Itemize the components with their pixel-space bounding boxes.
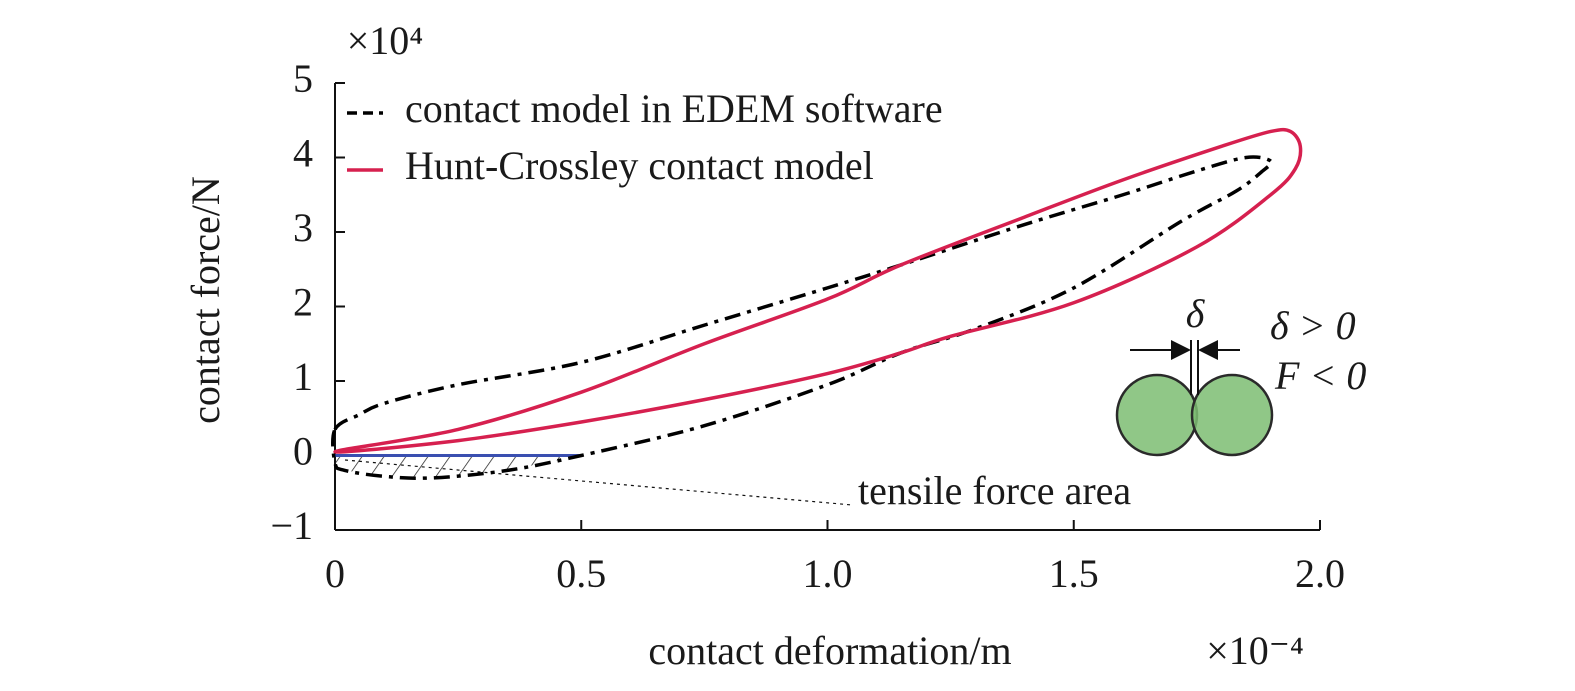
annotation: tensile force area <box>858 468 1131 513</box>
y-tick-label: 0 <box>293 429 313 474</box>
x-tick-label: 2.0 <box>1295 551 1345 596</box>
tensile-area <box>335 455 582 478</box>
y-tick-label: 3 <box>293 205 313 250</box>
delta-label: δ <box>1186 291 1206 336</box>
y-tick-label: 2 <box>293 280 313 325</box>
legend-label: contact model in EDEM software <box>405 86 943 131</box>
force-condition: F < 0 <box>1274 353 1366 398</box>
series-line <box>333 127 1303 454</box>
x-axis-label: contact deformation/m <box>648 628 1011 673</box>
x-tick-label: 1.0 <box>803 551 853 596</box>
x-tick-label: 1.5 <box>1049 551 1099 596</box>
y-multiplier: ×10⁴ <box>347 18 424 63</box>
x-tick-label: 0.5 <box>556 551 606 596</box>
y-axis-label: contact force/N <box>183 176 228 424</box>
series-line <box>331 155 1274 480</box>
x-multiplier: ×10⁻⁴ <box>1206 628 1304 673</box>
legend-label: Hunt-Crossley contact model <box>405 143 874 188</box>
x-tick-label: 0 <box>325 551 345 596</box>
y-tick-label: −1 <box>270 503 313 548</box>
y-tick-label: 1 <box>293 354 313 399</box>
y-tick-label: 5 <box>293 56 313 101</box>
delta-condition: δ > 0 <box>1270 303 1356 348</box>
y-tick-label: 4 <box>293 131 313 176</box>
inset-diagram <box>1115 340 1274 457</box>
